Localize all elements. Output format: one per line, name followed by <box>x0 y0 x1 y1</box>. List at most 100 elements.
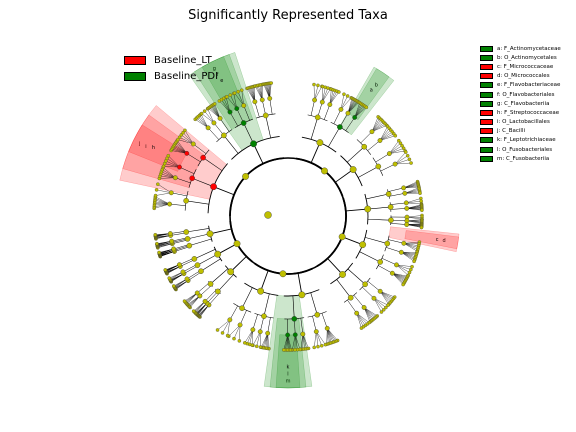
class-node <box>298 291 306 299</box>
leaf-branch <box>175 143 187 154</box>
class-node <box>364 205 372 213</box>
leaf-branch <box>354 102 360 118</box>
class-branch <box>213 186 235 196</box>
leaf-branch <box>389 140 399 154</box>
family-node <box>312 97 318 103</box>
class-node <box>359 241 367 249</box>
family-branch <box>219 118 230 132</box>
leaf-branch <box>380 291 391 304</box>
family-node <box>241 103 247 108</box>
phylum-node <box>279 270 287 278</box>
order-branch <box>359 251 381 263</box>
leaf-branch <box>354 106 366 118</box>
leaf-branch <box>292 334 296 350</box>
leaf-node <box>269 81 273 85</box>
order-node <box>314 114 321 121</box>
leaf-branch <box>389 148 404 154</box>
class-node <box>316 139 324 147</box>
leaf-branch <box>327 328 338 341</box>
leaf-branch <box>226 96 237 109</box>
family-branch <box>170 230 187 234</box>
family-node <box>338 107 344 112</box>
order-node <box>377 259 383 265</box>
legend-swatch-baseline-pdi <box>124 71 146 81</box>
leaf-branch <box>295 334 301 350</box>
leaf-branch <box>394 155 408 165</box>
order-node <box>384 240 391 247</box>
leaf-branch <box>159 248 174 253</box>
family-branch <box>362 287 375 299</box>
leaf-branch <box>392 273 404 284</box>
family-branch <box>381 258 397 266</box>
leaf-branch <box>155 198 170 205</box>
family-node <box>167 201 172 207</box>
leaf-branch <box>347 98 353 114</box>
family-node <box>377 138 383 143</box>
clade-sector-label-b: b <box>375 83 378 89</box>
leaf-branch <box>163 166 180 168</box>
clade-legend-entry: h: F_Streptococcaceae <box>480 108 561 117</box>
clade-legend-label: i: O_Lactobacillales <box>497 119 550 126</box>
clade-swatch <box>480 128 493 135</box>
leaf-branch <box>269 83 272 99</box>
clade-legend-entry: e: F_Flavobacteriaceae <box>480 81 561 90</box>
leaf-branch <box>371 119 382 132</box>
leaf-branch <box>159 250 175 255</box>
leaf-branch <box>213 104 221 119</box>
leaf-branch <box>228 324 241 337</box>
leaf-branch <box>392 273 406 281</box>
family-branch <box>183 265 199 274</box>
clade-legend-label: a: F_Actinomycetaceae <box>497 45 561 52</box>
clade-legend-entry: i: O_Lactobacillales <box>480 118 561 127</box>
leaf-branch <box>267 83 270 99</box>
leaf-branch <box>176 141 187 154</box>
order-node <box>207 281 214 287</box>
leaf-branch <box>262 333 268 348</box>
leaf-branch <box>248 87 256 102</box>
leaf-branch <box>389 145 403 154</box>
order-branch <box>263 293 270 317</box>
phylum-node <box>242 173 249 180</box>
family-branch <box>199 285 212 297</box>
family-node <box>169 238 175 244</box>
class-branch <box>310 142 321 163</box>
chart-title: Significantly Represented Taxa <box>188 8 388 23</box>
clade-swatch <box>480 146 493 153</box>
leaf-branch <box>181 134 194 145</box>
leaf-branch <box>199 115 209 128</box>
leaf-branch <box>371 125 387 132</box>
family-node <box>259 97 265 103</box>
family-node <box>211 120 217 126</box>
leaf-branch <box>327 328 332 343</box>
order-branch <box>367 206 391 210</box>
phylum-node <box>233 240 241 248</box>
clade-sector-label-e: e <box>220 78 223 84</box>
class-node <box>210 183 217 191</box>
leaf-branch <box>313 84 315 101</box>
leaf-branch <box>380 291 389 305</box>
order-node <box>191 256 198 262</box>
leaf-branch <box>238 91 244 106</box>
leaf-branch <box>166 266 181 273</box>
leaf-branch <box>340 94 345 110</box>
order-branch <box>223 135 239 154</box>
clade-legend-entry: b: O_Actinomycetales <box>480 53 561 62</box>
leaf-node <box>254 344 259 349</box>
family-branch <box>323 104 331 120</box>
family-node <box>377 288 383 294</box>
leaf-branch <box>261 84 263 100</box>
phylum-arc <box>316 197 347 268</box>
order-node <box>388 217 394 223</box>
clade-legend-label: d: O_Micrococcales <box>497 73 550 80</box>
leaf-branch <box>263 84 270 99</box>
order-branch <box>365 237 388 244</box>
order-node <box>221 132 227 139</box>
order-branch <box>200 258 221 272</box>
leaf-branch <box>354 103 362 118</box>
order-branch <box>217 274 234 292</box>
leaf-branch <box>347 98 354 114</box>
leaf-branch <box>171 150 187 154</box>
leaf-branch <box>354 105 364 118</box>
leaf-node <box>386 303 390 307</box>
leaf-branch <box>197 304 210 316</box>
